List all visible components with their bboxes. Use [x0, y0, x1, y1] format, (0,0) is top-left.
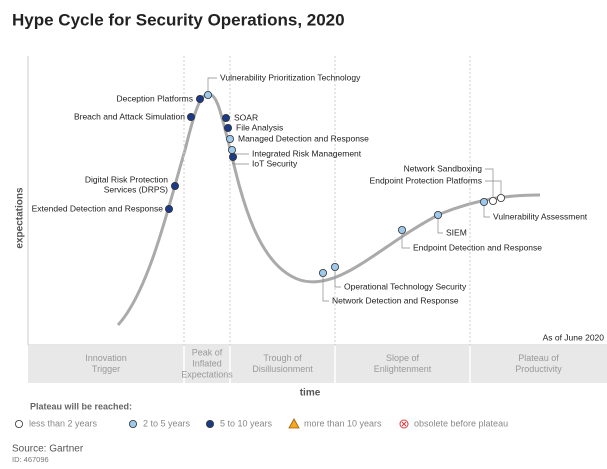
y-axis-label: expectations [15, 187, 26, 249]
technology-dot [221, 114, 230, 123]
technology-label: Breach and Attack Simulation [74, 111, 185, 121]
technology-label: Vulnerability Assessment [493, 211, 588, 221]
technology-label: Endpoint Protection Platforms [370, 175, 482, 185]
x-axis-label: time [300, 388, 321, 399]
technology-label: Operational Technology Security [344, 281, 467, 291]
technology-dot [433, 210, 442, 219]
leader-line [207, 77, 217, 95]
technology-dot [195, 95, 204, 104]
technology-label: Digital Risk Protection [85, 174, 168, 184]
id: ID: 467096 [12, 455, 49, 464]
phase-label: Plateau of [518, 353, 559, 363]
technology-dot [203, 91, 212, 100]
phase-label: Slope of [386, 353, 420, 363]
technology-label: Extended Detection and Response [32, 203, 164, 213]
hype-curve [116, 92, 541, 327]
technology-dot [225, 134, 234, 143]
technology-label: Integrated Risk Management [252, 148, 362, 158]
leader-line [401, 230, 410, 249]
technology-dot [397, 225, 406, 234]
technology-label: SIEM [446, 227, 467, 237]
legend: less than 2 years 2 to 5 years 5 to 10 yea… [14, 418, 508, 429]
note: As of June 2020 [543, 332, 605, 342]
technology-label: IoT Security [252, 158, 298, 168]
legend-label: obsolete before plateau [414, 418, 508, 428]
technology-label: File Analysis [236, 122, 283, 132]
phase-label: Peak of [192, 347, 223, 357]
legend-symbol [128, 419, 137, 428]
legend-label: more than 10 years [304, 418, 382, 428]
technology-dot [479, 197, 488, 206]
legend-title: Plateau will be reached: [30, 401, 132, 411]
technology-dot [227, 145, 236, 154]
technology-dot [186, 113, 195, 122]
phase-label: Productivity [515, 364, 562, 374]
technologies: Network Sandboxing Endpoint Protection Pl… [32, 72, 588, 305]
leader-line [485, 180, 502, 198]
technology-label: Deception Platforms [116, 93, 193, 103]
technology-dot [488, 196, 497, 205]
leader-line [334, 267, 341, 288]
technology-dot [228, 152, 237, 161]
leader-line [483, 202, 490, 218]
technology-dot [223, 124, 232, 133]
technology-label: Services (DRPS) [104, 184, 168, 194]
phase-label: Inflated [192, 358, 222, 368]
phase-label: Innovation [85, 353, 127, 363]
technology-dot [318, 268, 327, 277]
technology-label: Managed Detection and Response [238, 133, 369, 143]
legend-label: 5 to 10 years [220, 418, 273, 428]
leader-line [322, 273, 329, 302]
phase-label: Trough of [263, 353, 302, 363]
technology-label: Endpoint Detection and Response [413, 242, 542, 252]
phase-label: Disillusionment [252, 364, 313, 374]
source: Source: Gartner [12, 444, 84, 455]
leader-line [437, 215, 443, 234]
technology-dot [496, 193, 505, 202]
technology-dot [330, 262, 339, 271]
phase-label: Trigger [92, 364, 120, 374]
phase-label: Expectations [181, 369, 233, 379]
title: Hype Cycle for Security Operations, 2020 [12, 10, 345, 29]
technology-label: Vulnerability Prioritization Technology [220, 72, 361, 82]
leader-line [485, 168, 494, 201]
technology-label: Network Detection and Response [332, 295, 459, 305]
legend-label: 2 to 5 years [143, 418, 191, 428]
legend-symbol-cross [401, 421, 407, 427]
technology-label: SOAR [234, 112, 258, 122]
phase-label: Enlightenment [374, 364, 432, 374]
technology-dot [164, 204, 173, 213]
legend-symbol [205, 419, 214, 428]
legend-symbol [288, 418, 300, 429]
legend-label: less than 2 years [29, 418, 98, 428]
phase-background [28, 346, 607, 383]
technology-dot [170, 181, 179, 190]
technology-label: Network Sandboxing [404, 163, 483, 173]
legend-symbol [14, 419, 23, 428]
